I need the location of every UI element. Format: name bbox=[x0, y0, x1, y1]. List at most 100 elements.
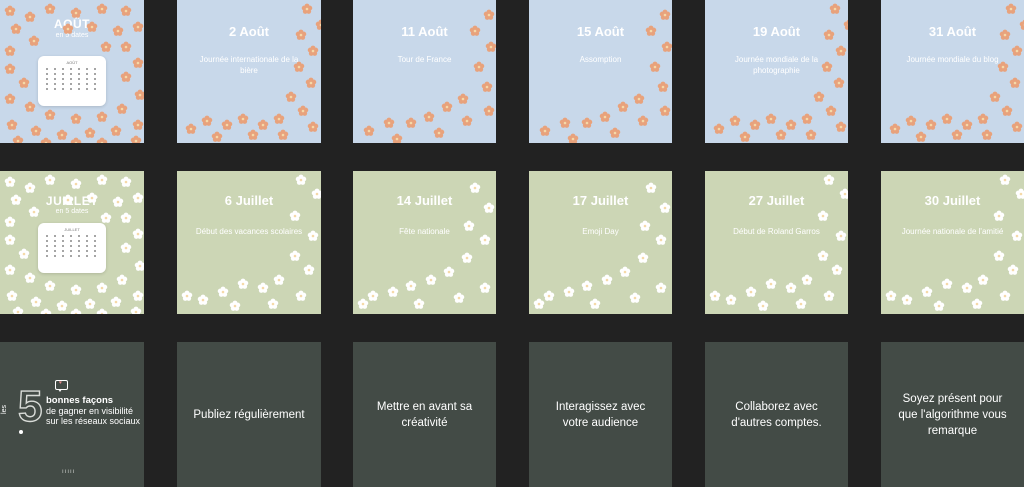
flower-icon bbox=[921, 285, 933, 297]
flower-icon bbox=[132, 227, 144, 239]
july-date-tile[interactable]: 14 Juillet Fête nationale bbox=[353, 171, 496, 314]
date-label: Début de Roland Garros bbox=[733, 227, 820, 236]
flower-icon bbox=[4, 263, 16, 275]
flower-icon bbox=[479, 281, 491, 293]
tip-text: Soyez présent pour que l'algorithme vous… bbox=[898, 392, 1007, 437]
flower-icon bbox=[745, 285, 757, 297]
flower-icon bbox=[801, 273, 813, 285]
flower-icon bbox=[829, 2, 841, 14]
flower-icon bbox=[441, 100, 453, 112]
flower-icon bbox=[56, 299, 68, 311]
flower-icon bbox=[24, 181, 36, 193]
flower-icon bbox=[132, 191, 144, 203]
flower-icon bbox=[295, 289, 307, 301]
tips-cover-tile[interactable]: les 5 ♥ bonnes façons de gagner en visib… bbox=[0, 342, 144, 487]
flower-icon bbox=[977, 273, 989, 285]
flower-icon bbox=[581, 116, 593, 128]
flower-icon bbox=[795, 297, 807, 309]
flower-icon bbox=[70, 112, 82, 124]
august-cover-tile[interactable]: AOÛT en 5 dates AOÛT bbox=[0, 0, 144, 143]
tip-tile[interactable]: Mettre en avant sa créativité bbox=[353, 342, 496, 487]
flower-icon bbox=[267, 297, 279, 309]
flower-icon bbox=[567, 132, 579, 143]
july-date-tile[interactable]: 30 Juillet Journée nationale de l'amitié bbox=[881, 171, 1024, 314]
flower-icon bbox=[977, 112, 989, 124]
flower-icon bbox=[100, 40, 112, 52]
tip-text: Collaborez avec d'autres comptes. bbox=[731, 400, 822, 429]
flower-icon bbox=[30, 295, 42, 307]
flower-icon bbox=[915, 130, 927, 142]
date-label: Journée internationale de la bière bbox=[199, 55, 299, 75]
flower-icon bbox=[387, 285, 399, 297]
flower-icon bbox=[185, 122, 197, 134]
flower-icon bbox=[999, 173, 1011, 185]
date-title: 14 Juillet bbox=[396, 193, 453, 208]
tip-tile[interactable]: Soyez présent pour que l'algorithme vous… bbox=[881, 342, 1024, 487]
flower-icon bbox=[86, 191, 98, 203]
flower-icon bbox=[993, 209, 1005, 221]
flower-icon bbox=[785, 281, 797, 293]
flower-icon bbox=[885, 289, 897, 301]
july-date-tile[interactable]: 6 Juillet Début des vacances scolaires bbox=[177, 171, 321, 314]
flower-icon bbox=[130, 305, 142, 314]
august-date-tile[interactable]: 11 Août Tour de France bbox=[353, 0, 496, 143]
flower-icon bbox=[823, 289, 835, 301]
flower-icon bbox=[749, 118, 761, 130]
flower-icon bbox=[993, 249, 1005, 261]
flower-icon bbox=[96, 110, 108, 122]
flower-icon bbox=[28, 34, 40, 46]
july-cover-tile[interactable]: JUILLET en 5 dates JUILLET bbox=[0, 171, 144, 314]
flower-icon bbox=[120, 241, 132, 253]
flower-icon bbox=[433, 126, 445, 138]
tip-tile[interactable]: Interagissez avec votre audience bbox=[529, 342, 672, 487]
flower-icon bbox=[639, 219, 651, 231]
flower-icon bbox=[1007, 263, 1019, 275]
flower-icon bbox=[479, 233, 491, 245]
flower-icon bbox=[617, 100, 629, 112]
flower-icon bbox=[461, 251, 473, 263]
flower-icon bbox=[273, 273, 285, 285]
flower-icon bbox=[120, 40, 132, 52]
speech-bubble-icon bbox=[55, 380, 68, 392]
flower-icon bbox=[40, 136, 52, 143]
brand-logo-icon: ııııı bbox=[62, 469, 76, 475]
july-date-tile[interactable]: 17 Juillet Emoji Day bbox=[529, 171, 672, 314]
flower-icon bbox=[655, 281, 667, 293]
flower-icon bbox=[247, 128, 259, 140]
flower-icon bbox=[295, 28, 307, 40]
calendar-icon: JUILLET bbox=[38, 223, 106, 273]
flower-icon bbox=[4, 92, 16, 104]
flower-icon bbox=[4, 175, 16, 187]
july-date-tile[interactable]: 27 Juillet Début de Roland Garros bbox=[705, 171, 848, 314]
tip-tile[interactable]: Publiez régulièrement bbox=[177, 342, 321, 487]
flower-icon bbox=[813, 90, 825, 102]
flower-icon bbox=[765, 277, 777, 289]
flower-icon bbox=[405, 116, 417, 128]
flower-icon bbox=[709, 289, 721, 301]
tip-tile[interactable]: Collaborez avec d'autres comptes. bbox=[705, 342, 848, 487]
date-title: 27 Juillet bbox=[748, 193, 805, 208]
flower-icon bbox=[843, 18, 848, 30]
flower-icon bbox=[383, 116, 395, 128]
august-date-tile[interactable]: 19 Août Journée mondiale de la photograp… bbox=[705, 0, 848, 143]
flower-icon bbox=[825, 104, 837, 116]
flower-icon bbox=[40, 307, 52, 314]
flower-icon bbox=[817, 249, 829, 261]
flower-icon bbox=[485, 40, 496, 52]
flower-icon bbox=[289, 209, 301, 221]
flower-icon bbox=[961, 118, 973, 130]
flower-icon bbox=[1011, 120, 1023, 132]
flower-icon bbox=[132, 118, 144, 130]
flower-icon bbox=[941, 277, 953, 289]
flower-icon bbox=[301, 2, 313, 14]
flower-icon bbox=[889, 122, 901, 134]
date-title: 30 Juillet bbox=[924, 193, 981, 208]
august-date-tile[interactable]: 31 Août Journée mondiale du blog bbox=[881, 0, 1024, 143]
august-date-tile[interactable]: 2 Août Journée internationale de la bièr… bbox=[177, 0, 321, 143]
date-label: Fête nationale bbox=[399, 227, 450, 236]
august-date-tile[interactable]: 15 Août Assomption bbox=[529, 0, 672, 143]
flower-icon bbox=[1015, 187, 1024, 199]
flower-icon bbox=[933, 299, 945, 311]
flower-icon bbox=[120, 175, 132, 187]
flower-icon bbox=[120, 4, 132, 16]
